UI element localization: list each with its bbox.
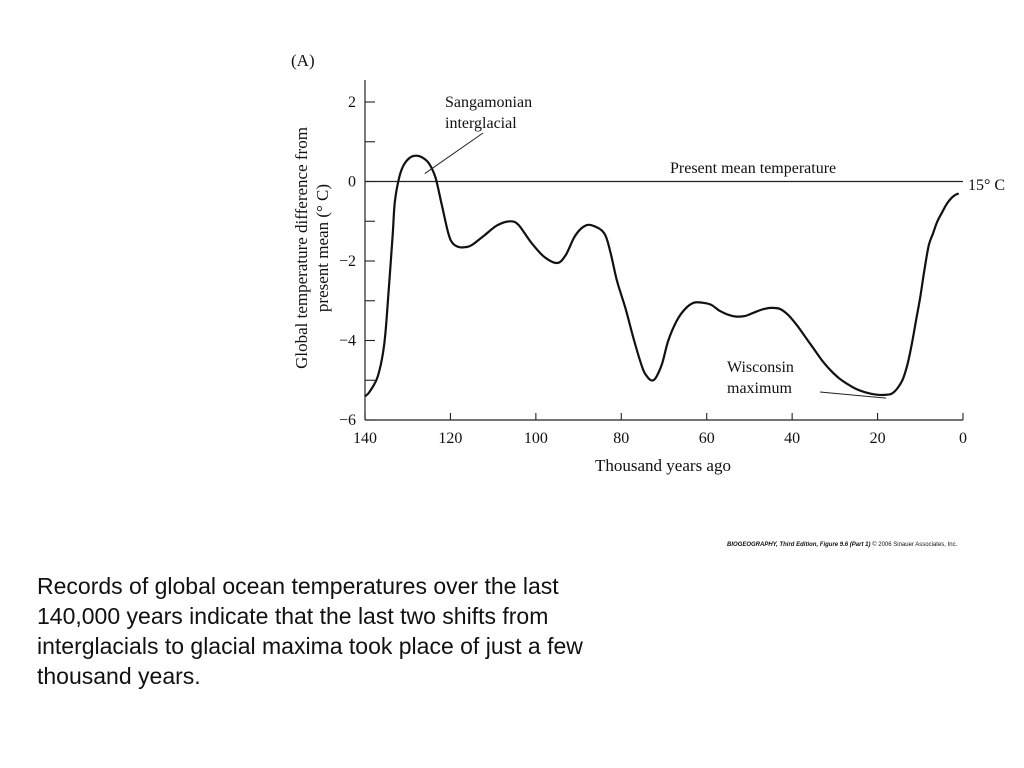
credit-figure: Figure 9.6 (Part 1) (818, 542, 871, 548)
chart-axes (364, 80, 963, 421)
y-tick-label: −6 (339, 412, 356, 429)
x-tick-label: 40 (784, 430, 800, 447)
y-axis-title-line-1: Global temperature difference from (292, 127, 311, 369)
credit-copyright: © 2006 Sinauer Associates, Inc. (870, 542, 958, 548)
annotation-sangamonian-line-2: interglacial (445, 115, 517, 132)
annotation-sangamonian: Sangamonian interglacial (424, 94, 532, 174)
y-tick-label: −4 (339, 333, 356, 350)
panel-label: (A) (291, 51, 315, 70)
present-mean-label: Present mean temperature (670, 160, 836, 177)
y-ticks: 2 0 −2 −4 −6 (339, 94, 375, 429)
y-tick-label: 2 (348, 94, 356, 111)
y-tick-label: −2 (339, 253, 356, 270)
temperature-chart: (A) 20−2−4−6 140 120 100 80 60 40 20 0 Thousand… (291, 51, 1005, 475)
temperature-series-line (364, 154, 960, 398)
y-axis-title-line-2: present mean (° C) (313, 184, 332, 312)
y-tick-label: 0 (348, 174, 356, 191)
x-ticks: 140 120 100 80 60 40 20 0 (353, 413, 967, 447)
slide-caption: Records of global ocean temperatures ove… (37, 573, 583, 689)
x-tick-label: 100 (524, 430, 548, 447)
figure-credit: BIOGEOGRAPHY, Third Edition, Figure 9.6 … (727, 542, 1017, 548)
annotation-sangamonian-line-1: Sangamonian (445, 94, 532, 111)
annotation-wisconsin: Wisconsin maximum (727, 359, 887, 399)
x-tick-label: 20 (870, 430, 886, 447)
x-tick-label: 80 (613, 430, 629, 447)
credit-book: BIOGEOGRAPHY, Third Edition, (727, 542, 819, 548)
x-tick-label: 0 (959, 430, 967, 447)
y-axis-title: Global temperature difference from prese… (292, 127, 332, 369)
present-mean-right-label: 15° C (968, 177, 1005, 194)
x-tick-label: 120 (438, 430, 462, 447)
x-tick-label: 60 (699, 430, 715, 447)
x-axis-title: Thousand years ago (595, 456, 731, 475)
x-tick-label: 140 (353, 430, 377, 447)
annotation-wisconsin-line-1: Wisconsin (727, 359, 794, 376)
annotation-wisconsin-line-2: maximum (727, 380, 792, 397)
annotation-wisconsin-leader (819, 391, 887, 399)
annotation-sangamonian-leader (424, 132, 484, 174)
